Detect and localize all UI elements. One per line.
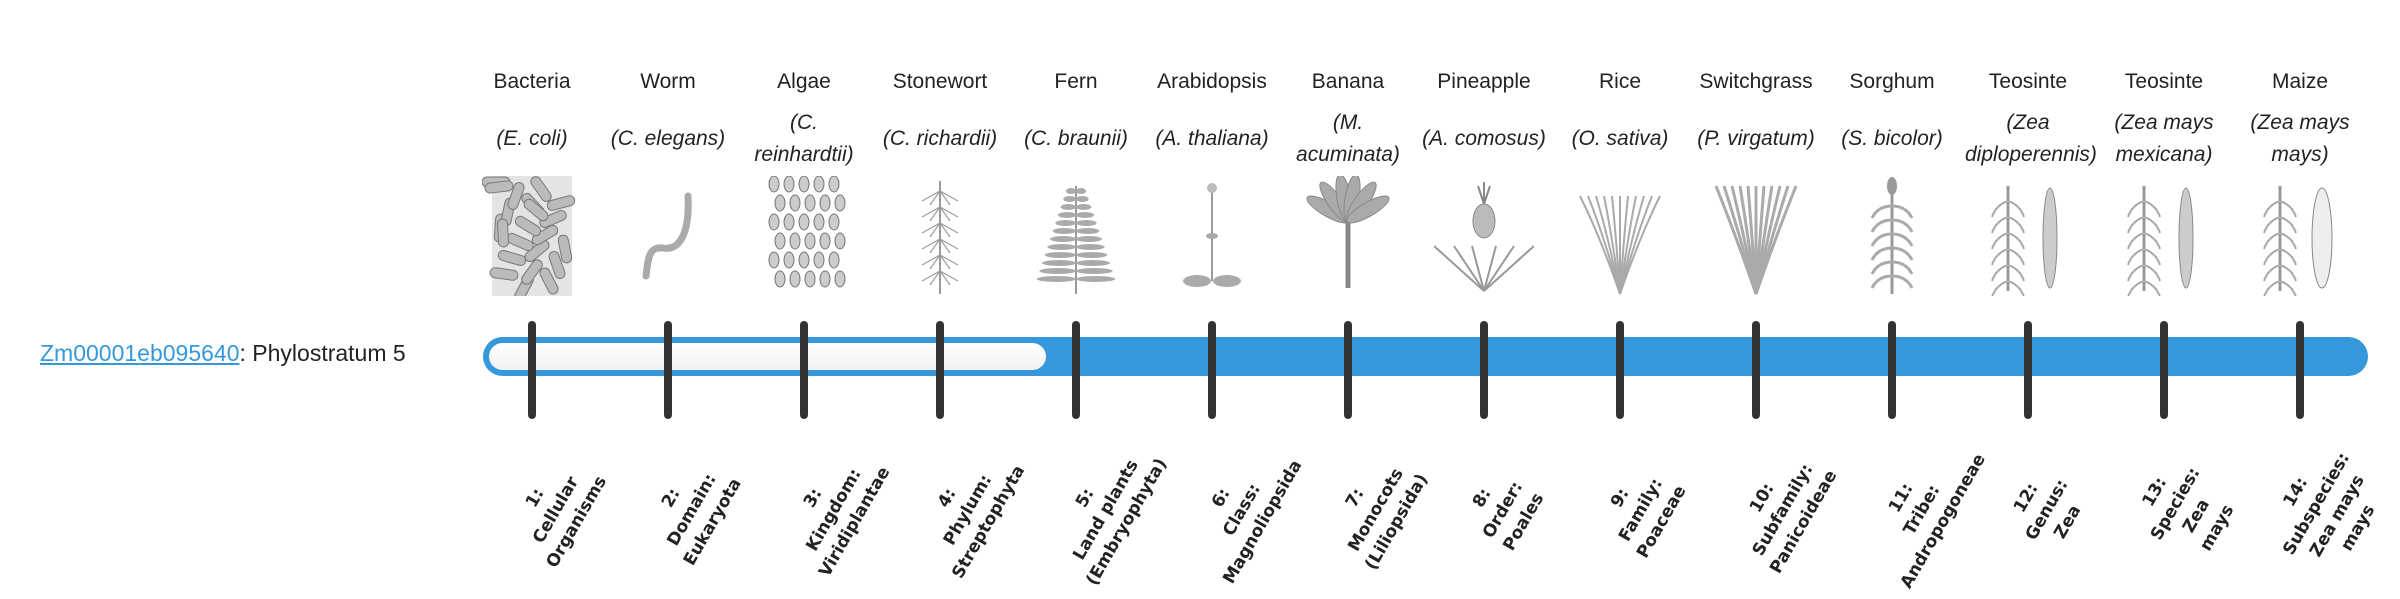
- organism-species: (M. acuminata): [1280, 104, 1416, 174]
- organism-species: (Zea mays mays): [2232, 104, 2368, 174]
- teosinte-icon: [2114, 176, 2214, 298]
- stratum-tick: [2024, 321, 2032, 419]
- stratum-label: 12: Genus: Zea: [1978, 427, 2115, 593]
- stratum-tick: [2160, 321, 2168, 419]
- switchgrass-icon: [1706, 176, 1806, 296]
- rice-icon: [1570, 176, 1670, 296]
- stratum-tick: [1888, 321, 1896, 419]
- organism-species-text: (Zea diploperennis): [1965, 111, 2097, 166]
- phylostratum-bar: [483, 337, 2368, 376]
- organism-species-text: (Zea mays mexicana): [2114, 111, 2214, 166]
- stratum-label: 10: Subfamily: Panicoideae: [1714, 427, 1851, 593]
- organism-common-name: Arabidopsis: [1157, 70, 1267, 93]
- organism-common-name: Bacteria: [493, 70, 571, 93]
- organism-common-name: Worm: [640, 70, 696, 93]
- bacteria-icon: [481, 176, 582, 302]
- organism-species: (A. comosus): [1416, 104, 1552, 174]
- bar-unfilled-region: [489, 343, 1046, 370]
- organism-species: (Zea diploperennis): [1960, 104, 2097, 174]
- stratum-tick: [936, 321, 944, 419]
- algae-icon: [754, 175, 854, 296]
- stratum-tick: [2296, 321, 2304, 419]
- organism-species-text: (S. bicolor): [1841, 127, 1943, 150]
- stratum-label: 1: Cellular Organisms: [487, 427, 624, 593]
- organism-species: (A. thaliana): [1144, 104, 1280, 174]
- stratum-label: 14: Subspecies: Zea mays mays: [2247, 421, 2400, 599]
- organism-species: (S. bicolor): [1824, 104, 1960, 174]
- stratum-tick: [528, 321, 536, 419]
- stratum-label: 3: Kingdom: Viridiplantae: [765, 427, 902, 593]
- gene-label: Zm00001eb095640: Phylostratum 5: [40, 338, 406, 368]
- organism-species-text: (E. coli): [496, 127, 568, 150]
- organism-species-text: (A. comosus): [1422, 127, 1546, 150]
- organism-common-name: Fern: [1054, 70, 1098, 93]
- worm-icon: [618, 176, 718, 296]
- organism-species: (P. virgatum): [1688, 104, 1824, 174]
- organism-species-text: (C. elegans): [610, 127, 726, 150]
- organism-species-text: (C. braunii): [1024, 127, 1128, 150]
- organism-common-name: Pineapple: [1437, 70, 1531, 93]
- stratum-label: 13: Species: Zea mays: [2107, 421, 2265, 599]
- stratum-tick: [1344, 321, 1352, 419]
- gene-separator: :: [239, 340, 253, 366]
- organism-species: (C. richardii): [872, 104, 1008, 174]
- organism-common-name: Maize: [2271, 70, 2329, 93]
- organism-common-name: Stonewort: [892, 70, 988, 93]
- sorghum-icon: [1842, 176, 1942, 296]
- organism-common-name: Switchgrass: [1699, 70, 1813, 93]
- organism-species-text: (C. richardii): [882, 127, 998, 150]
- stratum-tick: [1208, 321, 1216, 419]
- pineapple-icon: [1433, 176, 1535, 296]
- organism-species: (Zea mays mexicana): [2096, 104, 2232, 174]
- organism-common-name: Banana: [1311, 70, 1385, 93]
- stratum-label: 6: Class: Magnoliopsida: [1173, 427, 1310, 593]
- teosinte-icon: [1978, 176, 2078, 298]
- organism-species: (C. elegans): [600, 104, 736, 174]
- stratum-label: 4: Phylum: Streptophyta: [899, 427, 1036, 593]
- stratum-label: 7: Monocots (Liliopsida): [1307, 427, 1444, 593]
- organism-species-text: (P. virgatum): [1697, 127, 1815, 150]
- arabidopsis-icon: [1162, 176, 1262, 296]
- stonewort-icon: [890, 176, 990, 296]
- stratum-label: 5: Land plants (Embryophyta): [1037, 427, 1174, 593]
- organism-species-text: (O. sativa): [1571, 127, 1669, 150]
- organism-common-name: Sorghum: [1849, 70, 1935, 93]
- stratum-tick: [1072, 321, 1080, 419]
- organism-common-name: Rice: [1598, 70, 1641, 93]
- stratum-tick: [664, 321, 672, 419]
- gene-id-link[interactable]: Zm00001eb095640: [40, 340, 240, 366]
- stratum-tick: [1616, 321, 1624, 419]
- stratum-label: 11: Tribe: Andropogoneae: [1853, 427, 1990, 593]
- organism-species-text: (M. acuminata): [1296, 111, 1400, 166]
- fern-icon: [1026, 176, 1126, 296]
- organism-common-name: Teosinte: [2124, 70, 2204, 93]
- stratum-tick: [1480, 321, 1488, 419]
- phylostratum-text: Phylostratum 5: [252, 340, 406, 366]
- organism-species: (E. coli): [464, 104, 600, 174]
- organism-species-text: (C. reinhardtii): [754, 111, 854, 166]
- organism-species: (C. braunii): [1008, 104, 1144, 174]
- organism-common-name: Algae: [777, 70, 831, 93]
- organism-species: (O. sativa): [1552, 104, 1688, 174]
- stratum-label: 2: Domain: Eukaryota: [623, 427, 760, 593]
- organism-common-name: Teosinte: [1988, 70, 2068, 93]
- stratum-tick: [1752, 321, 1760, 419]
- stratum-tick: [800, 321, 808, 419]
- banana-icon: [1298, 174, 1398, 296]
- stratum-label: 9: Family: Poaceae: [1572, 427, 1709, 593]
- organism-species-text: (Zea mays mays): [2250, 111, 2350, 166]
- organism-species-text: (A. thaliana): [1155, 127, 1269, 150]
- stratum-label: 8: Order: Poales: [1434, 427, 1571, 593]
- maize-icon: [2250, 176, 2350, 298]
- organism-species: (C. reinhardtii): [736, 104, 872, 174]
